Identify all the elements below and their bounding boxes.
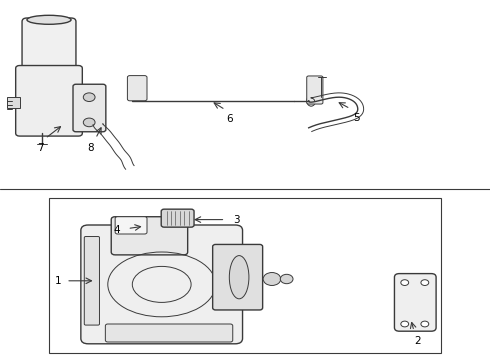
FancyBboxPatch shape: [105, 324, 233, 342]
Text: 1: 1: [54, 276, 61, 286]
Circle shape: [421, 280, 429, 285]
Ellipse shape: [27, 15, 71, 24]
Circle shape: [83, 118, 95, 127]
Ellipse shape: [229, 256, 249, 299]
Text: 7: 7: [37, 143, 44, 153]
FancyBboxPatch shape: [115, 217, 147, 234]
FancyBboxPatch shape: [127, 76, 147, 101]
Circle shape: [83, 93, 95, 102]
Circle shape: [401, 280, 409, 285]
FancyBboxPatch shape: [73, 84, 106, 132]
FancyBboxPatch shape: [394, 274, 436, 331]
Circle shape: [263, 273, 281, 285]
Ellipse shape: [27, 68, 71, 76]
Text: 8: 8: [87, 143, 94, 153]
Circle shape: [401, 321, 409, 327]
FancyBboxPatch shape: [213, 244, 263, 310]
Text: 3: 3: [233, 215, 240, 225]
FancyBboxPatch shape: [111, 217, 188, 255]
FancyBboxPatch shape: [307, 76, 323, 104]
FancyBboxPatch shape: [161, 209, 194, 227]
FancyBboxPatch shape: [84, 237, 99, 325]
Polygon shape: [7, 97, 20, 108]
Text: 6: 6: [226, 114, 233, 125]
FancyBboxPatch shape: [16, 66, 82, 136]
Ellipse shape: [307, 95, 316, 106]
Circle shape: [421, 321, 429, 327]
Text: 5: 5: [353, 113, 360, 123]
FancyBboxPatch shape: [81, 225, 243, 344]
FancyBboxPatch shape: [22, 18, 76, 76]
Text: 4: 4: [113, 225, 120, 235]
Text: 2: 2: [414, 336, 421, 346]
Bar: [49, 198, 441, 353]
Circle shape: [280, 274, 293, 284]
